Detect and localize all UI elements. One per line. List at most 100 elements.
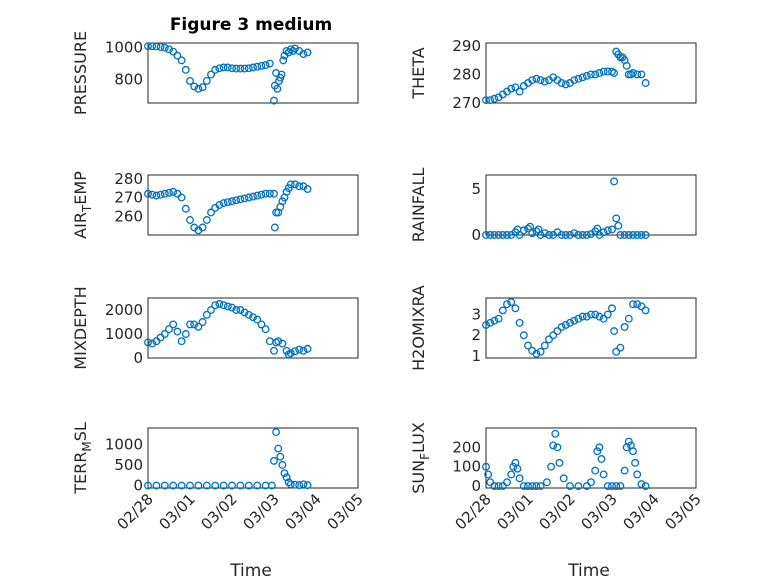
data-point bbox=[549, 331, 558, 340]
data-point bbox=[551, 429, 560, 438]
data-point bbox=[620, 466, 629, 475]
data-point bbox=[515, 318, 524, 327]
data-point bbox=[482, 462, 490, 471]
data-point bbox=[524, 224, 532, 233]
data-point bbox=[215, 201, 224, 209]
data-point bbox=[559, 474, 568, 483]
axes-frame bbox=[147, 42, 359, 104]
y-label-main: AIR bbox=[71, 212, 90, 239]
data-point bbox=[257, 61, 266, 70]
data-point bbox=[282, 473, 291, 482]
y-tick-label: 500 bbox=[114, 456, 143, 474]
y-tick-label: 3 bbox=[471, 306, 481, 324]
y-axis-label: PRESSURE bbox=[71, 31, 90, 115]
data-point bbox=[599, 314, 608, 323]
data-point bbox=[177, 193, 186, 202]
data-point bbox=[482, 96, 490, 105]
axes-frame bbox=[485, 42, 697, 104]
figure-title: Figure 3 medium bbox=[170, 15, 332, 35]
data-point bbox=[219, 63, 228, 72]
data-point bbox=[211, 481, 220, 490]
data-point bbox=[303, 344, 312, 353]
data-point bbox=[620, 323, 629, 331]
data-point bbox=[276, 452, 285, 461]
y-axis-label: MIXDEPTH bbox=[71, 286, 90, 369]
subplot-1: 800 1000 PRESSURE bbox=[71, 31, 359, 115]
data-point bbox=[249, 192, 257, 201]
y-tick-label: 2 bbox=[471, 326, 481, 344]
data-point bbox=[631, 458, 640, 467]
data-point bbox=[299, 346, 308, 355]
data-point bbox=[286, 180, 295, 189]
data-point bbox=[641, 306, 650, 315]
data-point bbox=[574, 74, 583, 83]
data-point bbox=[240, 64, 249, 73]
data-point bbox=[486, 96, 495, 105]
data-point bbox=[616, 343, 625, 352]
data-point bbox=[270, 189, 278, 198]
data-point bbox=[144, 42, 152, 51]
data-point bbox=[633, 300, 642, 309]
subplot-4: 0 5 RAINFALL bbox=[409, 168, 697, 244]
y-label-rest: SL bbox=[71, 422, 90, 441]
data-point bbox=[536, 76, 545, 85]
data-point bbox=[261, 189, 270, 198]
x-tick-label: 03/05 bbox=[662, 490, 705, 533]
data-point bbox=[211, 301, 220, 310]
data-point bbox=[608, 482, 616, 491]
data-point bbox=[561, 231, 570, 239]
y-tick-label: 270 bbox=[114, 189, 143, 207]
axes-frame bbox=[485, 297, 697, 359]
data-point bbox=[637, 70, 646, 79]
data-point bbox=[144, 338, 152, 347]
data-point bbox=[494, 482, 503, 491]
data-point bbox=[482, 320, 490, 329]
subplot-5: 0 1000 2000 MIXDEPTH bbox=[71, 286, 359, 370]
data-point bbox=[578, 231, 587, 239]
data-point bbox=[587, 478, 595, 487]
data-point bbox=[490, 316, 499, 325]
y-axis-label: SUNFLUX bbox=[409, 422, 432, 494]
data-point bbox=[194, 84, 203, 93]
x-axis-label: Time bbox=[229, 561, 272, 581]
data-point bbox=[637, 302, 646, 311]
data-point bbox=[173, 51, 182, 60]
data-point bbox=[278, 339, 287, 348]
data-point bbox=[582, 231, 591, 239]
x-tick-label: 02/28 bbox=[452, 490, 495, 533]
y-axis-label: AIRTEMP bbox=[71, 171, 94, 239]
data-point bbox=[547, 462, 556, 471]
data-point bbox=[286, 480, 295, 489]
data-point bbox=[482, 231, 490, 239]
data-point bbox=[240, 308, 249, 317]
data-point bbox=[603, 226, 612, 235]
data-point bbox=[207, 208, 215, 217]
data-point bbox=[261, 61, 270, 70]
data-point bbox=[274, 337, 283, 346]
data-point bbox=[286, 45, 295, 54]
data-point bbox=[279, 56, 288, 65]
y-tick-label: 0 bbox=[471, 226, 481, 244]
y-axis-label: H2OMIXRA bbox=[409, 285, 428, 371]
data-point bbox=[641, 79, 650, 87]
data-point bbox=[228, 64, 236, 73]
data-point bbox=[494, 231, 503, 239]
y-tick-label: 290 bbox=[452, 37, 481, 55]
data-point bbox=[291, 480, 299, 489]
data-point bbox=[570, 316, 579, 325]
y-tick-label: 100 bbox=[452, 458, 481, 476]
data-point bbox=[622, 61, 631, 70]
data-point bbox=[190, 320, 199, 329]
data-point bbox=[291, 180, 299, 189]
x-tick-label: 03/04 bbox=[620, 490, 663, 533]
axes-frame bbox=[147, 297, 359, 359]
y-tick-label: 280 bbox=[114, 170, 143, 188]
data-point bbox=[513, 464, 522, 473]
data-point bbox=[244, 310, 253, 319]
data-point bbox=[540, 77, 549, 86]
data-point bbox=[486, 318, 495, 327]
y-tick-label: 1 bbox=[471, 347, 481, 365]
y-label-subscript: M bbox=[80, 441, 94, 451]
data-point bbox=[156, 42, 165, 51]
data-point bbox=[253, 62, 262, 71]
